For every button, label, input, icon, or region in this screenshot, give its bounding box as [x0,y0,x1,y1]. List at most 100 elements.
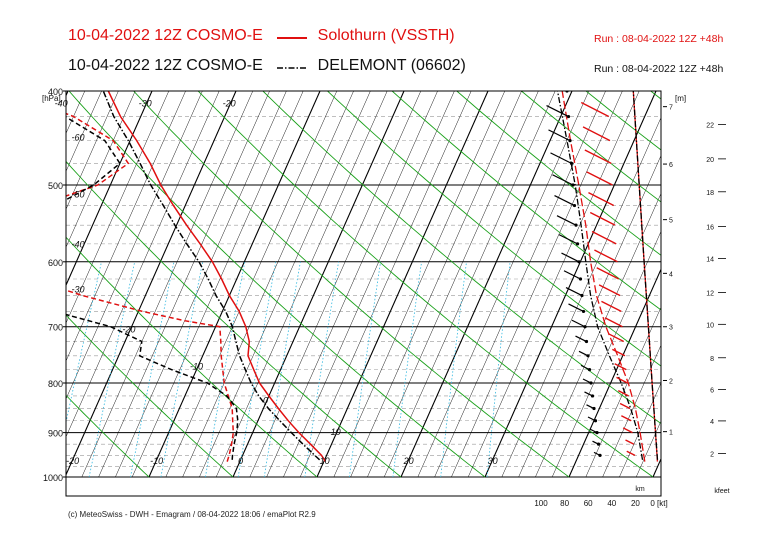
km-tick-label: 6 [669,162,673,169]
dry-adiabat-line [66,160,402,478]
delemont-wind-dot [592,406,596,411]
solothurn-temperature-line [107,91,327,463]
isotherm-line [484,91,657,478]
mixing-ratio-line [440,261,467,478]
solothurn-dewpoint-line [66,112,235,462]
dry-adiabat-line [262,91,661,425]
delemont-wind-barb [571,319,586,328]
delemont-wind-dot [583,325,587,329]
kfeet-tick-label: 2 [710,451,714,458]
wind-tick-label: 0 [kt] [650,499,667,508]
delemont-wind-barb [556,215,577,226]
kfeet-tick-label: 6 [710,388,714,395]
solothurn-wind-barb [591,230,617,245]
isotherm-line [535,192,661,478]
isotherm-line [283,91,455,478]
isotherm-line [66,91,69,97]
dry-adiabat-line [585,91,661,151]
dashdot-line-legend-icon [277,57,308,75]
isotherm-label: -50 [71,189,84,199]
isotherm-line [249,91,422,478]
isotherm-line [266,91,438,478]
km-tick-label: 3 [669,325,673,332]
isotherm-line [687,91,766,477]
km-tick-label: 1 [669,430,673,437]
header-station-solothurn: Solothurn (VSSTH) [317,27,455,45]
dry-adiabat-line [197,91,654,478]
isotherm-label: -40 [55,99,68,109]
isotherm-label: -10 [190,362,203,372]
run-info-2: Run : 08-04-2022 12Z +48h [594,63,724,75]
header-line-solothurn: 10-04-2022 12Z COSMO-E Solothurn (VSSTH) [68,27,455,45]
delemont-temperature-line [102,91,321,461]
wind-barbs [546,91,636,457]
delemont-wind-barb [554,195,575,207]
kfeet-tick-label: 20 [706,157,714,164]
delemont-wind-dot [598,453,602,457]
delemont-wind-dot [581,309,586,314]
header-station-delemont: DELEMONT (06602) [317,57,466,75]
delemont-wind-dot [568,139,572,143]
delemont-wind-dot [575,242,580,246]
solothurn-wind-barb [616,376,628,384]
mixing-ratio-line [304,261,339,478]
delemont-wind-dot [586,354,590,358]
kfeet-tick-label: 10 [706,322,714,329]
wind-tick-label: 40 [607,499,616,508]
isotherm-line [131,91,304,478]
delemont-wind-dot [596,442,601,446]
solothurn-wind-barb [605,91,608,92]
isotherm-line [367,91,539,478]
kfeet-axis-label: kfeet [714,488,729,495]
isotherm-line [501,117,661,478]
wind-tick-label: 80 [560,499,569,508]
delemont-wind-dot [593,419,598,423]
delemont-wind-barb [565,286,583,297]
isotherm-line [434,91,606,478]
km-tick-label: 5 [669,218,673,225]
isotherm-line [0,91,1,477]
pressure-tick-label: 600 [48,258,63,268]
solothurn-wind-barb [582,126,611,142]
isotherm-label: -40 [71,240,84,250]
mixing-ratio-line [349,261,381,478]
isotherm-label: 10 [331,427,341,437]
wind-tick-label: 60 [584,499,593,508]
isotherm-line [602,344,661,478]
mixing-ratio-line [160,261,204,478]
isotherm-line [66,91,203,400]
isotherm-line [467,91,640,478]
kfeet-tick-label: 18 [706,190,714,197]
dry-adiabat-line [650,91,661,100]
solothurn-wind-barb [626,450,636,457]
isotherm-line [316,91,489,478]
delemont-wind-dot [587,368,592,372]
isotherm-line [165,91,338,478]
isotherm-label: 0 [238,456,243,466]
isotherm-line [568,267,661,478]
isotherm-line [66,91,136,248]
solid-line-legend-icon [277,27,308,45]
isotherm-label: -10 [150,456,163,466]
kfeet-tick-label: 8 [710,356,714,363]
solothurn-wind-barb [598,284,621,297]
header-line-delemont: 10-04-2022 12Z COSMO-E DELEMONT (06602) [68,57,466,75]
dry-adiabat-line [66,236,318,478]
delemont-wind-dot [574,223,578,227]
isotherm-line [0,91,51,477]
pressure-tick-label: 700 [48,323,63,333]
kfeet-tick-label: 4 [710,419,714,426]
solothurn-wind-barb [580,101,610,118]
delemont-wind-speed-line [556,91,644,460]
solothurn-wind-speed-line [561,91,646,462]
mixing-ratio-line [205,261,246,478]
isotherm-line [551,230,661,478]
kfeet-tick-label: 12 [706,290,714,297]
isotherm-label: -30 [71,284,84,294]
solothurn-wind-barb [625,439,635,445]
mixing-ratio-line [392,261,422,478]
dry-adiabat-line [521,91,661,203]
solothurn-wind-barb [619,402,631,410]
delemont-wind-barb [575,335,587,343]
